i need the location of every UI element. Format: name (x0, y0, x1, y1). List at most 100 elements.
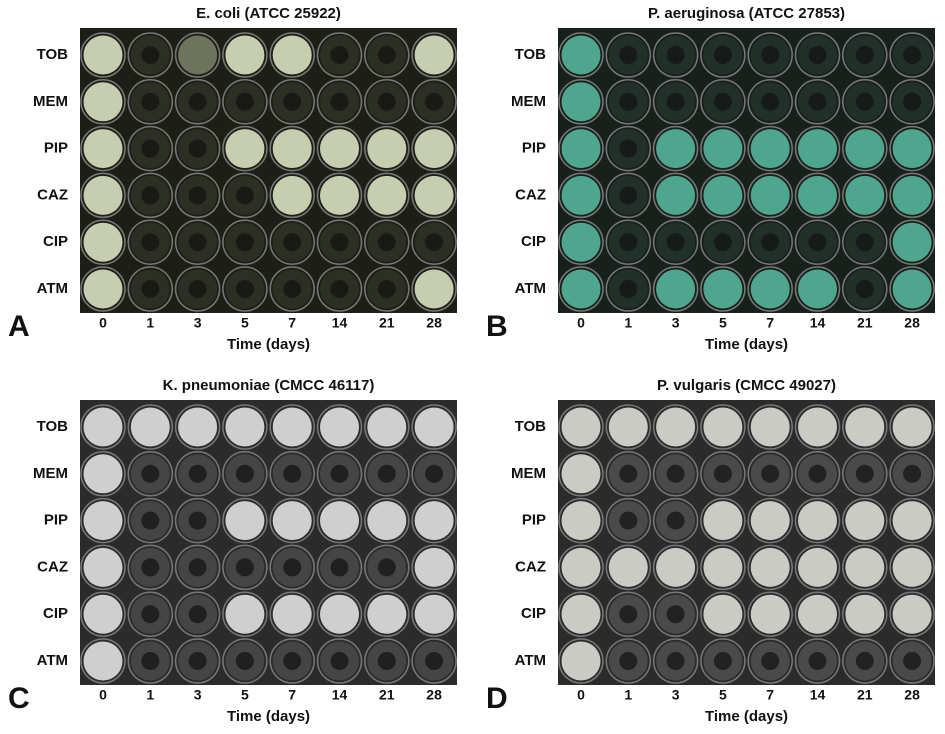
well (656, 407, 696, 447)
well-rim (558, 79, 604, 125)
column-label: 21 (379, 687, 395, 703)
well-rim (747, 451, 793, 497)
well-rim (605, 451, 652, 497)
well-center (283, 280, 302, 298)
well-center (713, 46, 732, 64)
well-rim (747, 591, 793, 637)
well-rim (80, 219, 126, 265)
well-center (377, 652, 396, 670)
column-label: 7 (288, 687, 296, 703)
well-rim (889, 219, 935, 265)
well-center (188, 233, 207, 252)
well-rim (364, 544, 410, 591)
well-rim (127, 451, 174, 497)
well-rim (605, 638, 652, 684)
well-rim (80, 172, 126, 219)
well-center (283, 464, 302, 483)
well-rim (80, 451, 126, 497)
well (414, 501, 454, 541)
well (414, 35, 454, 75)
well-rim (605, 266, 652, 312)
well-rim (364, 219, 410, 265)
well-rim (316, 172, 363, 219)
well (656, 175, 696, 215)
well-center (619, 280, 638, 298)
well-rim (794, 32, 841, 78)
well-center (808, 46, 827, 64)
well (367, 175, 407, 215)
column-label: 28 (426, 315, 442, 331)
well-center (855, 92, 874, 111)
well-rim (747, 32, 793, 78)
well (561, 594, 601, 634)
well (130, 407, 170, 447)
well (272, 501, 312, 541)
well-rim (558, 638, 604, 684)
well-rim (652, 451, 699, 497)
well-rim (174, 497, 221, 544)
well-center (619, 652, 638, 670)
well-center (235, 652, 254, 670)
well-rim (222, 79, 268, 125)
plate (558, 28, 935, 313)
well-rim (174, 219, 221, 265)
well-center (188, 139, 207, 158)
well-center (377, 92, 396, 111)
panel-letter: A (8, 310, 30, 343)
well (320, 501, 359, 541)
well-rim (269, 32, 315, 78)
well (845, 175, 885, 215)
well-center (188, 605, 207, 624)
well (320, 175, 359, 215)
well (83, 129, 123, 169)
row-label: PIP (522, 512, 546, 529)
well-center (283, 558, 302, 577)
well (83, 269, 123, 309)
well-rim (269, 404, 315, 450)
row-label: CIP (521, 233, 546, 250)
well-rim (411, 79, 457, 125)
well-rim (364, 32, 410, 78)
row-label: TOB (37, 46, 69, 63)
well (892, 547, 932, 587)
well (892, 594, 932, 634)
well-rim (269, 638, 315, 684)
well-center (761, 46, 780, 64)
well-rim (605, 125, 652, 172)
well-center (141, 186, 160, 205)
well-rim (411, 266, 457, 312)
well-rim (364, 125, 410, 172)
well (703, 501, 743, 541)
well (750, 175, 790, 215)
well-rim (747, 172, 793, 219)
well-rim (889, 451, 935, 497)
column-label: 3 (672, 687, 680, 703)
well-rim (174, 451, 221, 497)
well (83, 407, 123, 447)
well (272, 594, 312, 634)
panel-title: P. vulgaris (CMCC 49027) (657, 377, 836, 394)
well-rim (889, 266, 935, 312)
well-center (330, 464, 349, 483)
well (561, 222, 601, 262)
well (750, 269, 790, 309)
well-rim (558, 125, 604, 172)
well (272, 129, 312, 169)
column-label: 7 (288, 315, 296, 331)
well-center (330, 46, 349, 64)
column-label: 0 (577, 315, 585, 331)
well-rim (747, 497, 793, 544)
panel-letter: B (486, 310, 508, 343)
well (225, 594, 265, 634)
well (798, 407, 837, 447)
row-label: ATM (37, 652, 68, 669)
well-rim (127, 125, 174, 172)
column-label: 14 (332, 315, 348, 331)
column-label: 3 (194, 315, 202, 331)
well (750, 547, 790, 587)
well-rim (889, 497, 935, 544)
row-label: CIP (521, 605, 546, 622)
well-rim (222, 266, 268, 312)
well (561, 454, 601, 494)
